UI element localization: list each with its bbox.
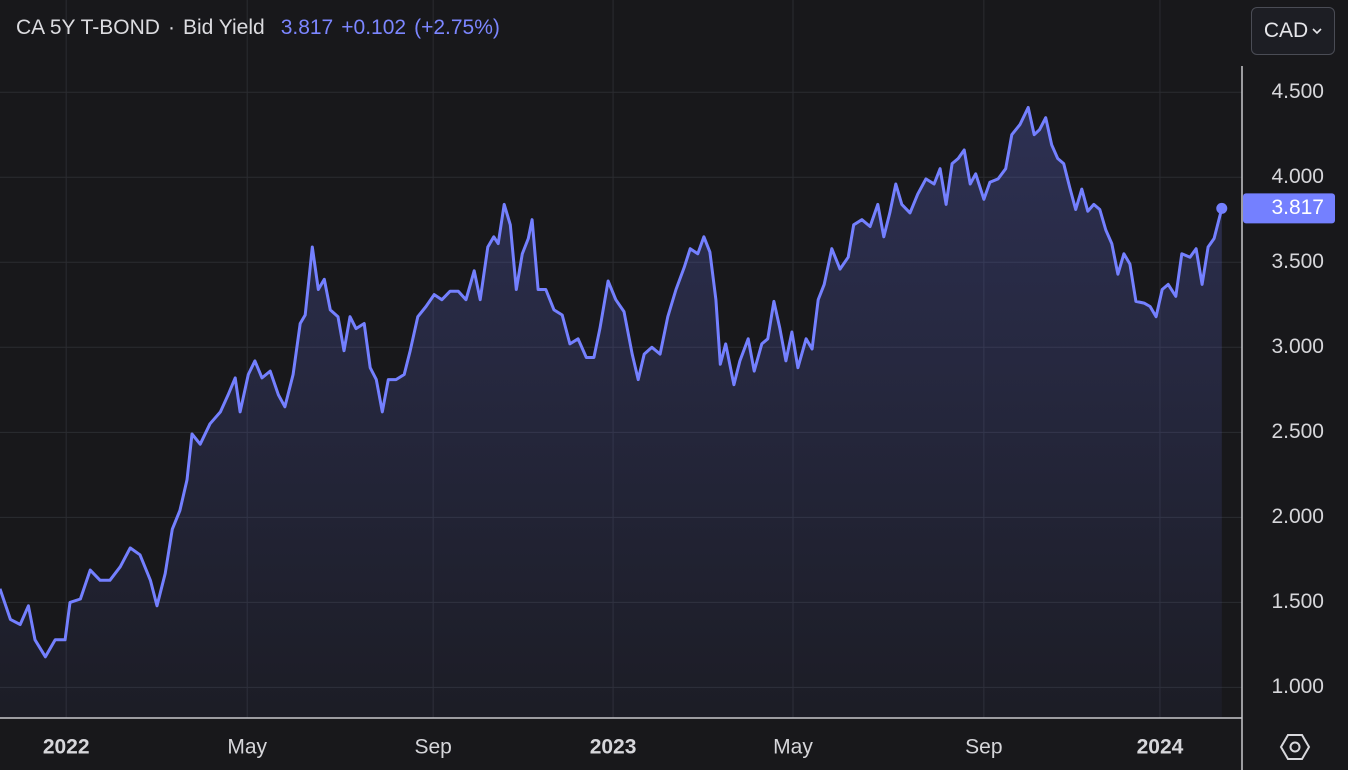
line [0, 106, 1224, 659]
area [0, 107, 1222, 718]
x-tick-label: Sep [414, 736, 451, 759]
y-tick-label: 3.500 [1271, 250, 1324, 273]
y-tick-label: 2.500 [1271, 420, 1324, 443]
y-tick-label: 4.000 [1271, 165, 1324, 188]
chevron [1312, 28, 1322, 35]
settings-circle [1289, 741, 1301, 753]
x-tick-label: May [773, 736, 813, 759]
header: CA 5Y T-BOND · Bid Yield 3.817 +0.102 (+… [16, 16, 500, 40]
y-tick-label: 1.500 [1271, 590, 1324, 613]
change-percent: (+2.75%) [414, 16, 500, 39]
x-tick-label: 2024 [1137, 736, 1184, 759]
last-value: 3.817 [280, 16, 334, 39]
last-value-badge [1243, 193, 1335, 224]
x-tick-label: May [227, 736, 267, 759]
separator: · [167, 16, 175, 39]
series-name: Bid Yield [182, 16, 265, 39]
y-tick-label: 1.000 [1271, 675, 1324, 698]
y-tick-label: 4.500 [1271, 80, 1324, 103]
settings-icon[interactable] [1279, 734, 1311, 760]
x-tick-label: 2023 [590, 736, 637, 759]
y-tick-label: 3.000 [1271, 335, 1324, 358]
last-point [1216, 202, 1228, 214]
last-value-label: 3.817 [1271, 196, 1324, 219]
currency-button[interactable]: CAD [1251, 7, 1335, 55]
instrument-title: CA 5Y T-BOND [16, 16, 160, 39]
x-tick-label: 2022 [43, 736, 90, 759]
x-tick-label: Sep [965, 736, 1002, 759]
settings-hexagon [1279, 734, 1311, 760]
currency-label: CAD [1263, 19, 1309, 42]
change: +0.102 [341, 16, 407, 39]
y-tick-label: 2.000 [1271, 505, 1324, 528]
